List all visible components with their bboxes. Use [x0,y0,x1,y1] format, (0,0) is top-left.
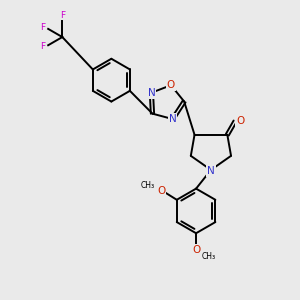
Text: O: O [167,80,175,90]
Text: CH₃: CH₃ [140,181,154,190]
Text: F: F [60,11,65,20]
Text: O: O [192,245,200,255]
Text: N: N [148,88,155,98]
Text: F: F [40,42,45,51]
Text: CH₃: CH₃ [202,252,216,261]
Text: O: O [157,186,166,196]
Text: F: F [40,23,45,32]
Text: N: N [207,166,215,176]
Text: N: N [169,114,177,124]
Text: O: O [236,116,244,126]
